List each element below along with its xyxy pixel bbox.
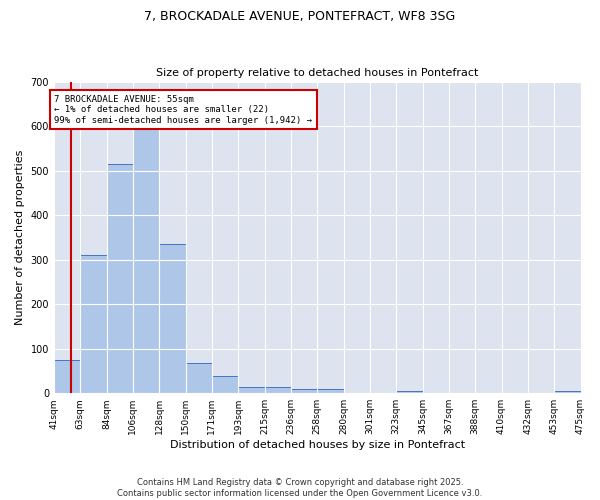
- Bar: [554, 392, 581, 393]
- Bar: [291, 389, 317, 393]
- Bar: [396, 391, 422, 393]
- Bar: [185, 363, 212, 393]
- Bar: [159, 244, 185, 393]
- Y-axis label: Number of detached properties: Number of detached properties: [15, 150, 25, 325]
- Text: 7 BROCKADALE AVENUE: 55sqm
← 1% of detached houses are smaller (22)
99% of semi-: 7 BROCKADALE AVENUE: 55sqm ← 1% of detac…: [54, 95, 312, 124]
- Bar: [54, 360, 80, 393]
- Bar: [107, 164, 133, 393]
- Text: 7, BROCKADALE AVENUE, PONTEFRACT, WF8 3SG: 7, BROCKADALE AVENUE, PONTEFRACT, WF8 3S…: [145, 10, 455, 23]
- Bar: [133, 117, 159, 393]
- Title: Size of property relative to detached houses in Pontefract: Size of property relative to detached ho…: [156, 68, 478, 78]
- X-axis label: Distribution of detached houses by size in Pontefract: Distribution of detached houses by size …: [170, 440, 465, 450]
- Bar: [238, 386, 265, 393]
- Bar: [265, 386, 291, 393]
- Bar: [212, 376, 238, 393]
- Bar: [80, 255, 107, 393]
- Text: Contains HM Land Registry data © Crown copyright and database right 2025.
Contai: Contains HM Land Registry data © Crown c…: [118, 478, 482, 498]
- Bar: [317, 389, 344, 393]
